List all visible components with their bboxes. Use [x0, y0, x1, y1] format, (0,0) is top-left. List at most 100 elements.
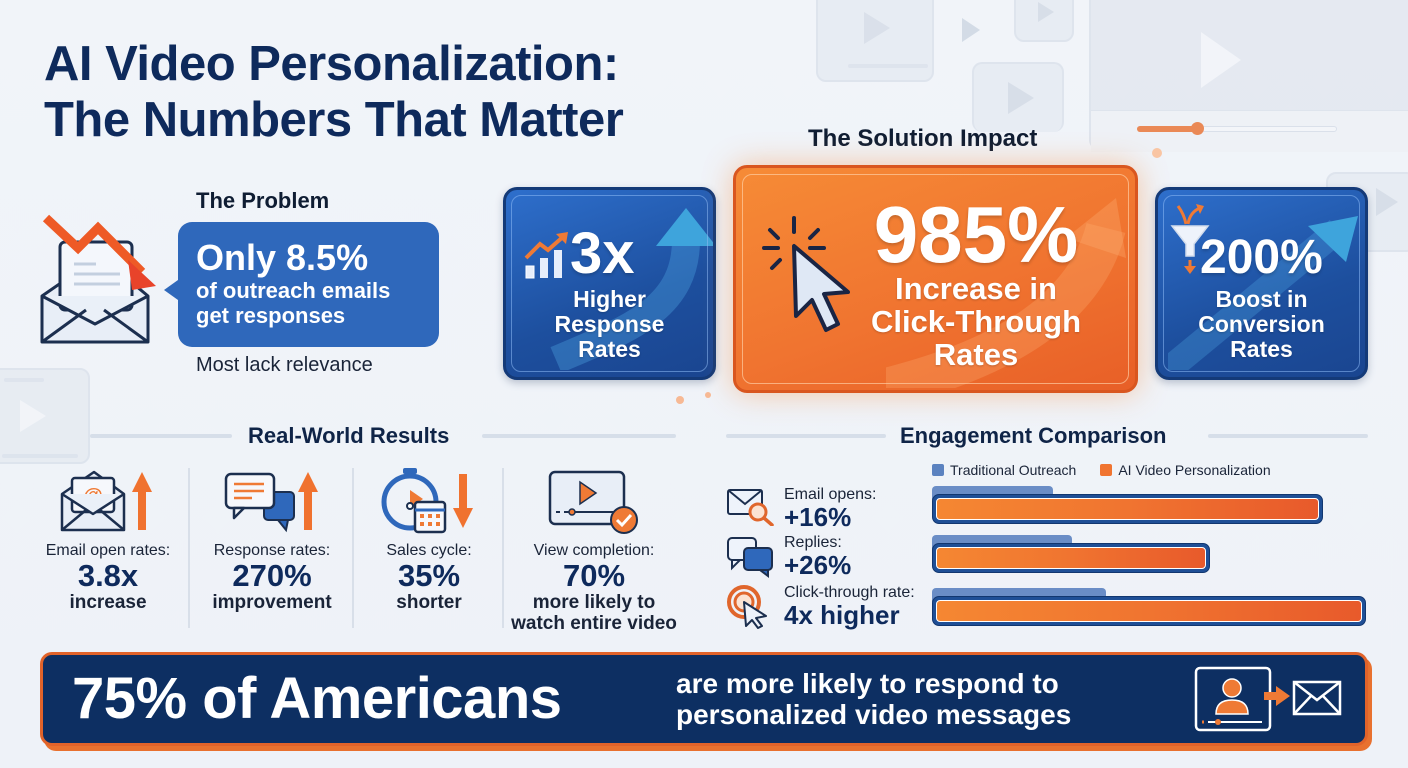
- real-world-heading: Real-World Results: [248, 423, 450, 448]
- arrow-up-curve-decor: [550, 208, 713, 370]
- growth-chart-icon: [524, 232, 568, 279]
- envelope-down-trend-icon: [40, 214, 156, 344]
- problem-stat-bubble: Only 8.5% of outreach emails get respons…: [164, 222, 439, 347]
- legend-label-traditional: Traditional Outreach: [950, 462, 1077, 478]
- engagement-value: +26%: [784, 550, 852, 580]
- legend-swatch-ai: [1100, 464, 1113, 476]
- divider: [482, 434, 676, 438]
- engagement-value: 4x higher: [784, 600, 900, 630]
- bar-ai-click-through: [932, 596, 1366, 626]
- divider: [188, 468, 190, 628]
- result-label: Response rates:: [213, 542, 331, 559]
- banner-headline: 75% of Americans: [72, 666, 562, 731]
- result-response-rates: Response rates: 270% improvement: [192, 468, 352, 613]
- result-sub: increase: [69, 592, 147, 613]
- banner-line-1: are more likely to respond to: [676, 668, 1059, 699]
- banner-line-2: personalized video messages: [676, 699, 1072, 730]
- stat-label: Boost in Conversion Rates: [1158, 287, 1365, 362]
- result-sales-cycle: Sales cycle: 35% shorter: [356, 468, 502, 613]
- legend-swatch-traditional: [932, 464, 944, 476]
- stat-card-click-through: 985% Increase in Click-Through Rates: [733, 165, 1138, 393]
- stat-label-line: Conversion: [1198, 311, 1325, 337]
- result-email-open-rates: @ Email open rates: 3.8x increase: [28, 468, 188, 613]
- page-title: AI Video Personalization: The Numbers Th…: [44, 36, 624, 148]
- arrow-up-decor: [886, 198, 1126, 388]
- bar-ai-email-opens: [932, 494, 1323, 524]
- bg-video-frame: [0, 368, 90, 464]
- stat-label-line: Rates: [578, 336, 641, 362]
- result-sub: shorter: [396, 592, 462, 613]
- solution-heading: The Solution Impact: [808, 125, 1038, 152]
- bg-video-frame: [1014, 0, 1074, 42]
- glow-dot: [676, 396, 684, 404]
- video-person-to-email-icon: [1194, 666, 1342, 732]
- stopwatch-calendar-icon: [381, 468, 473, 534]
- chat-bubbles-icon: [224, 472, 318, 533]
- problem-note: Most lack relevance: [196, 354, 373, 376]
- problem-line-1: of outreach emails: [196, 278, 391, 303]
- problem-stat: Only 8.5%: [196, 237, 369, 278]
- stat-card-conversion: 200% Boost in Conversion Rates: [1155, 187, 1368, 380]
- bg-video-frame: [816, 0, 934, 82]
- target-cursor-icon: [727, 585, 767, 629]
- legend-label-ai: AI Video Personalization: [1118, 462, 1271, 478]
- engagement-row-click-through: Click-through rate: 4x higher: [784, 584, 915, 628]
- stat-label-line: Higher: [573, 286, 646, 312]
- chart-legend: Traditional Outreach AI Video Personaliz…: [932, 462, 1271, 478]
- video-check-icon: [548, 470, 638, 534]
- result-value: 270%: [232, 558, 312, 593]
- divider: [726, 434, 886, 438]
- stat-label-line: Rates: [933, 337, 1019, 372]
- result-label: View completion:: [533, 542, 655, 559]
- result-sub: more likely to: [532, 592, 656, 613]
- stat-label-line: Boost in: [1215, 286, 1308, 312]
- envelope-search-icon: [727, 489, 774, 526]
- cursor-click-icon: [762, 216, 850, 332]
- stat-value: 985%: [873, 190, 1079, 279]
- engagement-row-replies: Replies: +26%: [784, 534, 851, 578]
- stat-value: 3x: [570, 221, 635, 286]
- title-line-2: The Numbers That Matter: [44, 93, 624, 147]
- result-sub-2: watch entire video: [511, 613, 677, 634]
- stat-value: 200%: [1200, 231, 1323, 284]
- stat-label: Increase in Click-Through Rates: [846, 272, 1106, 371]
- engagement-heading: Engagement Comparison: [900, 423, 1167, 448]
- result-label: Email open rates:: [45, 542, 171, 559]
- bg-video-player: [1089, 0, 1408, 152]
- stat-label-line: Rates: [1230, 336, 1293, 362]
- stat-label-line: Increase in: [895, 271, 1057, 306]
- glow-dot: [705, 392, 711, 398]
- problem-heading: The Problem: [196, 188, 330, 213]
- bg-play-icon: [962, 18, 980, 42]
- divider: [352, 468, 354, 628]
- title-line-1: AI Video Personalization:: [44, 37, 619, 91]
- stat-label-line: Response: [554, 311, 665, 337]
- result-value: 3.8x: [77, 558, 139, 593]
- divider: [90, 434, 232, 438]
- bar-ai-replies: [932, 543, 1210, 573]
- divider: [1208, 434, 1368, 438]
- engagement-value: +16%: [784, 502, 852, 532]
- arrow-up-decor: [1168, 216, 1358, 370]
- problem-line-2: get responses: [196, 303, 346, 328]
- banner-subtext: are more likely to respond to personaliz…: [676, 668, 1071, 730]
- footer-banner: [40, 652, 1368, 746]
- result-value: 70%: [562, 558, 626, 593]
- result-view-completion: View completion: 70% more likely to watc…: [508, 468, 680, 634]
- result-label: Sales cycle:: [386, 542, 472, 559]
- engagement-label: Replies:: [784, 534, 842, 551]
- stat-label-line: Click-Through: [870, 304, 1082, 339]
- bg-video-frame: [972, 62, 1064, 132]
- reply-bubbles-icon: [727, 537, 773, 578]
- divider: [502, 468, 504, 628]
- stat-label: Higher Response Rates: [506, 287, 713, 362]
- funnel-icon: [1170, 204, 1210, 274]
- result-sub: improvement: [212, 592, 332, 613]
- result-value: 35%: [397, 558, 461, 593]
- email-at-icon: @: [60, 470, 152, 532]
- engagement-label: Email opens:: [784, 486, 877, 503]
- glow-dot: [1152, 148, 1162, 158]
- engagement-label: Click-through rate:: [784, 584, 915, 601]
- stat-card-response-rates: 3x Higher Response Rates: [503, 187, 716, 380]
- engagement-row-email-opens: Email opens: +16%: [784, 486, 877, 530]
